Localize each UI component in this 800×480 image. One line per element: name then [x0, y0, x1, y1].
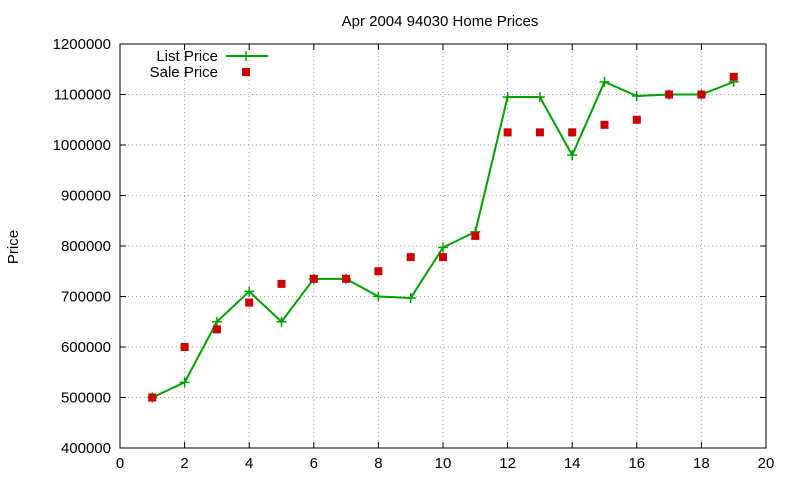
legend-item: List Price [156, 48, 268, 65]
x-tick-label: 18 [693, 455, 710, 472]
x-tick-label: 6 [310, 455, 318, 472]
sale-price-point [180, 343, 189, 351]
list-price-point [599, 76, 610, 87]
y-tick-label: 1200000 [53, 36, 111, 53]
sale-price-point [568, 128, 577, 137]
list-price-point [373, 291, 384, 302]
sale-price-point [632, 115, 641, 124]
sale-price-point [697, 90, 706, 99]
sale-price-point [503, 128, 512, 137]
sale-price-point [471, 231, 480, 240]
sale-price-point [342, 274, 351, 283]
sale-price-point [535, 128, 544, 137]
sale-price-point [277, 279, 286, 288]
sale-price-point [406, 253, 415, 262]
legend-plus-marker [241, 51, 251, 61]
sale-price-point [245, 298, 254, 307]
chart-title: Apr 2004 94030 Home Prices [342, 13, 539, 30]
sale-price-point [600, 120, 609, 129]
legend-square-marker [242, 68, 250, 76]
legend-item: Sale Price [150, 64, 250, 81]
series-layer [147, 72, 739, 403]
x-tick-label: 4 [245, 455, 253, 472]
y-tick-label: 1100000 [54, 87, 111, 104]
list-price-point [405, 293, 416, 304]
y-tick-label: 900000 [61, 188, 111, 205]
series-sale-price [148, 72, 738, 402]
series-list-price [147, 76, 739, 403]
legend-label: Sale Price [150, 64, 218, 81]
sale-price-point [665, 90, 674, 99]
x-tick-label: 14 [564, 455, 581, 472]
list-price-point [244, 286, 255, 297]
y-tick-label: 1000000 [53, 137, 111, 154]
list-price-point [631, 91, 642, 102]
y-axis-label: Price [5, 230, 22, 264]
legend-label: List Price [156, 48, 218, 65]
sale-price-point [212, 325, 221, 334]
list-price-point [438, 242, 448, 253]
list-price-point [502, 92, 513, 103]
list-price-point [534, 92, 545, 103]
list-price-point [567, 150, 578, 161]
x-tick-label: 8 [374, 455, 382, 472]
x-tick-label: 20 [758, 455, 775, 472]
y-tick-label: 800000 [61, 238, 111, 255]
y-tick-label: 400000 [61, 440, 111, 457]
list-price-point [211, 316, 222, 327]
x-tick-label: 12 [499, 455, 516, 472]
y-tick-label: 500000 [61, 390, 111, 407]
list-price-line [151, 80, 735, 399]
list-price-point [276, 316, 287, 327]
y-tick-label: 600000 [61, 339, 111, 356]
sale-price-point [729, 72, 738, 81]
x-tick-label: 10 [435, 455, 452, 472]
list-price-point [179, 377, 190, 388]
sale-price-point [439, 253, 447, 262]
x-tick-label: 2 [180, 455, 188, 472]
axes: 0 2 4 6 8 10 12 14 16 18 20 400000 500000 600000 70000… [53, 36, 775, 472]
sale-price-point [148, 393, 157, 402]
y-tick-label: 700000 [61, 289, 111, 306]
sale-price-point [374, 267, 383, 276]
x-tick-label: 0 [116, 455, 124, 472]
sale-price-point [309, 274, 318, 283]
x-tick-label: 16 [628, 455, 645, 472]
